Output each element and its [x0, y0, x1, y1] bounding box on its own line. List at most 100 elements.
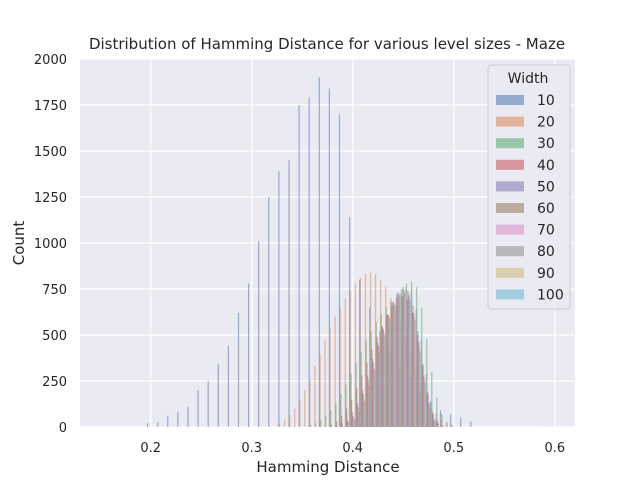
- bar: [382, 329, 385, 427]
- bar: [298, 105, 300, 427]
- bar: [353, 417, 355, 427]
- bar: [353, 419, 356, 427]
- bar: [399, 296, 401, 427]
- bar: [355, 362, 357, 427]
- bar: [436, 419, 438, 427]
- bar: [428, 403, 430, 427]
- bar: [422, 364, 424, 427]
- legend-entry-label: 80: [537, 244, 555, 260]
- bar: [409, 300, 411, 427]
- legend-swatch: [496, 95, 524, 105]
- bar: [429, 408, 431, 427]
- bar: [425, 375, 427, 427]
- bar: [408, 294, 410, 427]
- bar: [408, 296, 410, 427]
- bar: [387, 314, 390, 427]
- bar: [374, 371, 377, 427]
- bar: [424, 382, 426, 427]
- bar: [418, 346, 421, 427]
- bar: [207, 381, 209, 427]
- bar: [346, 408, 348, 427]
- bar: [294, 408, 296, 427]
- bar: [217, 364, 219, 427]
- bar: [433, 419, 435, 427]
- bar: [366, 362, 368, 427]
- y-axis-ticks: 0 250 500 750 1000 1250 1500 1750 2000: [34, 53, 67, 436]
- legend-entry-label: 60: [537, 201, 555, 217]
- bar: [437, 423, 439, 427]
- bar: [361, 390, 364, 427]
- bar: [167, 415, 169, 427]
- bar: [157, 422, 159, 427]
- bar: [365, 340, 367, 427]
- bar: [402, 287, 404, 427]
- bar: [374, 274, 377, 427]
- bar: [237, 312, 240, 427]
- bar: [288, 160, 290, 427]
- bar: [361, 375, 363, 427]
- bar: [356, 403, 359, 427]
- bar: [394, 305, 396, 427]
- bar: [354, 283, 356, 427]
- bar: [346, 419, 348, 427]
- bar: [440, 419, 442, 427]
- bar: [351, 412, 354, 427]
- legend-entry-label: 30: [537, 136, 555, 152]
- y-tick-label: 0: [59, 421, 67, 436]
- bar: [419, 351, 421, 427]
- bar: [451, 425, 453, 427]
- bar: [430, 404, 432, 427]
- legend-items: 10 20 30 40 50 60 70 80 90 100: [496, 93, 564, 303]
- legend-entry-label: 20: [537, 115, 555, 131]
- bar: [375, 322, 377, 427]
- bar: [369, 272, 372, 427]
- bar: [381, 325, 383, 427]
- bar: [395, 303, 397, 427]
- bar: [395, 305, 397, 427]
- bar: [445, 423, 447, 427]
- bar: [380, 357, 382, 427]
- bar: [334, 316, 336, 427]
- bar: [319, 353, 321, 427]
- legend-swatch: [496, 138, 524, 149]
- bar: [357, 406, 359, 427]
- bar: [413, 316, 416, 427]
- bar: [341, 423, 343, 427]
- bar: [344, 298, 346, 427]
- y-axis-label: Count: [10, 221, 28, 266]
- bar: [398, 294, 400, 427]
- bar: [378, 349, 380, 427]
- bar: [376, 336, 378, 427]
- bar: [358, 412, 361, 427]
- bar: [389, 318, 392, 427]
- bar: [434, 421, 436, 427]
- bar: [329, 327, 331, 427]
- bar: [359, 277, 362, 427]
- series-100-bars: [360, 289, 438, 427]
- bar: [434, 419, 436, 427]
- bar: [360, 351, 362, 427]
- bar: [384, 335, 386, 427]
- bar: [371, 349, 373, 427]
- bar: [412, 305, 414, 427]
- bar: [278, 423, 281, 427]
- bar: [439, 410, 442, 427]
- bar: [335, 403, 337, 427]
- y-tick-label: 250: [42, 375, 67, 390]
- bar: [349, 217, 351, 427]
- y-tick-label: 2000: [34, 53, 67, 68]
- bar: [387, 314, 389, 427]
- bar: [325, 415, 327, 427]
- bar: [227, 346, 229, 427]
- legend-swatch: [496, 267, 524, 278]
- x-tick-label: 0.6: [544, 441, 565, 456]
- bar: [268, 197, 270, 427]
- bar: [386, 314, 388, 427]
- bar: [418, 342, 420, 427]
- bar: [187, 406, 189, 427]
- bar: [401, 296, 403, 427]
- bar: [436, 397, 438, 427]
- bar: [304, 390, 306, 427]
- bar: [367, 379, 369, 427]
- bar: [426, 392, 429, 427]
